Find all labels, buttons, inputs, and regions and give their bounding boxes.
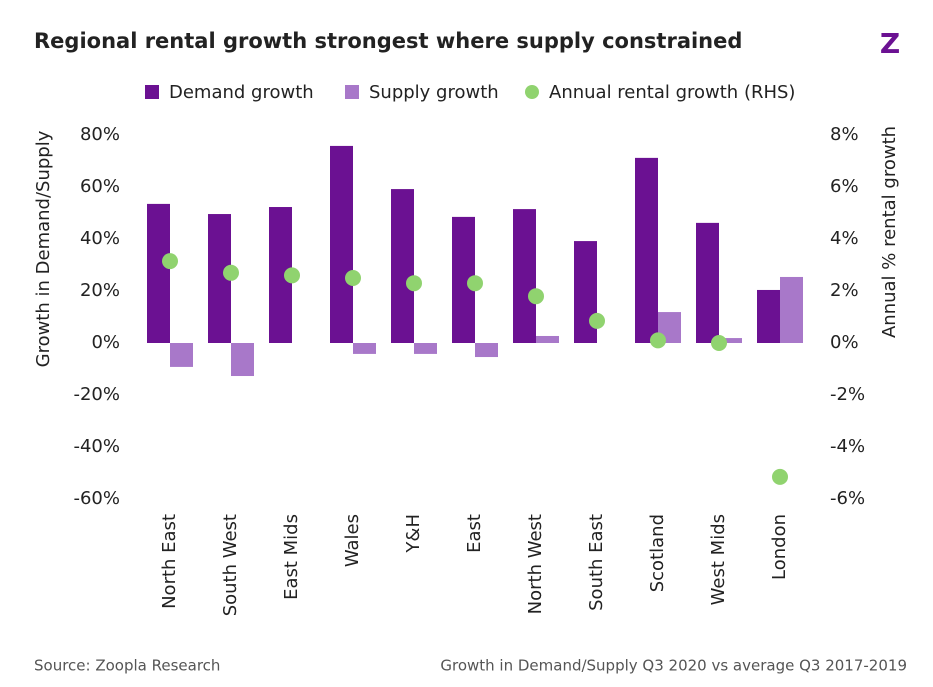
point — [345, 270, 361, 286]
x-tick-label: South East — [586, 514, 607, 611]
legend-marker — [145, 85, 159, 99]
x-tick-label: Y&H — [403, 514, 424, 554]
note: Growth in Demand/Supply Q3 2020 vs avera… — [440, 657, 907, 675]
source: Source: Zoopla Research — [34, 657, 220, 675]
point — [711, 335, 727, 351]
y2-tick-label: -4% — [830, 436, 865, 457]
x-tick-label: North West — [525, 514, 546, 614]
point — [406, 275, 422, 292]
x-tick-label: North East — [159, 514, 180, 609]
y-tick-label: -40% — [73, 436, 120, 457]
bar — [231, 343, 254, 377]
bar — [414, 343, 437, 354]
y-tick-label: -60% — [73, 488, 120, 509]
point — [589, 312, 605, 329]
y-tick-label: 40% — [80, 228, 120, 249]
bar — [475, 343, 498, 358]
point — [467, 275, 483, 292]
legend-marker — [525, 85, 539, 99]
y2-tick-label: 0% — [830, 332, 859, 353]
x-tick-label: West Mids — [708, 514, 729, 605]
bar — [452, 216, 475, 343]
y-axis-label: Growth in Demand/Supply — [33, 130, 54, 367]
bar — [757, 289, 780, 343]
point — [284, 267, 300, 284]
legend-label: Demand growth — [169, 82, 314, 103]
bar — [353, 343, 376, 354]
x-tick-label: East Mids — [281, 514, 302, 600]
x-tick-label: Scotland — [647, 514, 668, 592]
bar — [696, 222, 719, 343]
bar — [147, 203, 170, 343]
y2-tick-label: 2% — [830, 280, 859, 301]
x-tick-label: East — [464, 514, 485, 553]
bar — [391, 189, 414, 343]
y2-tick-label: 4% — [830, 228, 859, 249]
bar — [780, 276, 803, 343]
y2-tick-label: -2% — [830, 384, 865, 405]
legend-label: Supply growth — [369, 82, 499, 103]
bar — [170, 343, 193, 367]
legend-label: Annual rental growth (RHS) — [549, 82, 795, 103]
bar — [719, 338, 742, 343]
y2-axis-label: Annual % rental growth — [879, 126, 900, 338]
bar — [513, 209, 536, 343]
x-tick-label: South West — [220, 514, 241, 616]
bar — [269, 207, 292, 343]
y-tick-label: 0% — [91, 332, 120, 353]
point — [528, 288, 544, 305]
y-tick-label: 80% — [80, 124, 120, 145]
point — [650, 332, 666, 349]
legend-marker — [345, 85, 359, 99]
y2-tick-label: 6% — [830, 176, 859, 197]
bar — [536, 335, 559, 343]
point — [162, 253, 178, 270]
y-tick-label: 20% — [80, 280, 120, 301]
y2-tick-label: 8% — [830, 124, 859, 145]
y-tick-label: -20% — [73, 384, 120, 405]
bar — [635, 157, 658, 343]
bar — [330, 145, 353, 343]
point — [772, 468, 788, 485]
y2-tick-label: -6% — [830, 488, 865, 509]
x-tick-label: London — [769, 514, 790, 580]
point — [223, 264, 239, 281]
bar — [208, 214, 231, 343]
y-tick-label: 60% — [80, 176, 120, 197]
chart-title: Regional rental growth strongest where s… — [34, 29, 742, 53]
logo: Z — [880, 27, 900, 60]
x-tick-label: Wales — [342, 514, 363, 567]
